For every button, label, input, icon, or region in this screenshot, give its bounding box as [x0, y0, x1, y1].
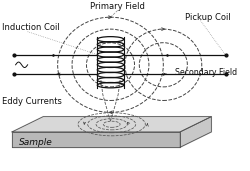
Text: Sample: Sample [19, 138, 53, 147]
Text: Pickup Coil: Pickup Coil [185, 13, 231, 22]
Text: Eddy Currents: Eddy Currents [2, 97, 62, 106]
Polygon shape [12, 117, 211, 132]
Text: Induction Coil: Induction Coil [2, 23, 60, 32]
Text: Primary Field: Primary Field [90, 2, 145, 11]
Polygon shape [180, 117, 211, 147]
Polygon shape [12, 132, 180, 147]
Text: Secondary Field: Secondary Field [175, 68, 238, 77]
